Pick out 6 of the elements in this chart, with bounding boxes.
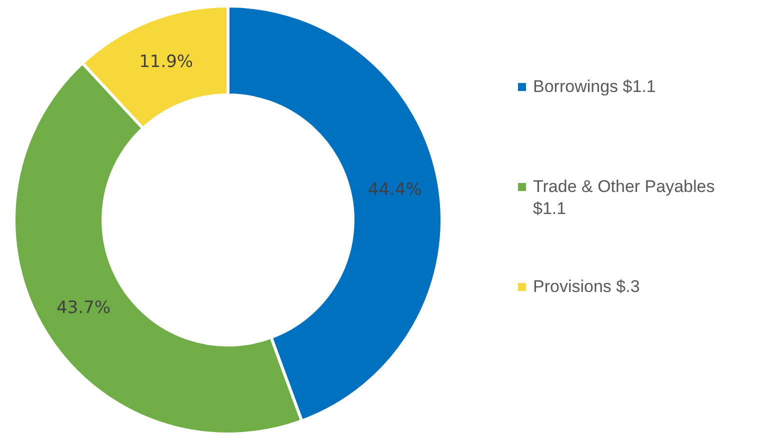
legend-label: Provisions $.3 [533, 277, 640, 296]
legend-label: Borrowings $1.1 [533, 77, 656, 96]
legend-label: Trade & Other Payables $1.1 [533, 177, 715, 218]
data-label: 11.9% [139, 52, 194, 72]
data-label: 43.7% [56, 298, 110, 318]
data-label: 44.4% [368, 180, 422, 200]
